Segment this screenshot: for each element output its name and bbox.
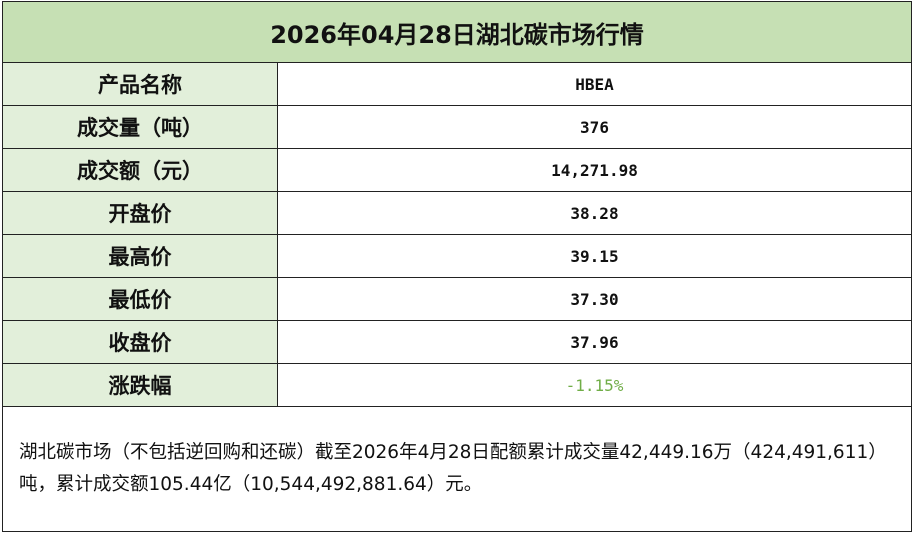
- table-row: 最高价 39.15: [2, 234, 912, 278]
- table-row: 产品名称 HBEA: [2, 62, 912, 106]
- table-title: 2026年04月28日湖北碳市场行情: [2, 1, 912, 63]
- row-label: 成交量（吨）: [2, 105, 278, 149]
- table-row: 收盘价 37.96: [2, 320, 912, 364]
- table-row: 最低价 37.30: [2, 277, 912, 321]
- row-value: 14,271.98: [277, 148, 912, 192]
- summary-note: 湖北碳市场（不包括逆回购和还碳）截至2026年4月28日配额累计成交量42,44…: [2, 406, 912, 532]
- table-row: 涨跌幅 -1.15%: [2, 363, 912, 407]
- table-row: 成交量（吨） 376: [2, 105, 912, 149]
- change-value: -1.15%: [277, 363, 912, 407]
- row-value: HBEA: [277, 62, 912, 106]
- row-value: 37.96: [277, 320, 912, 364]
- row-value: 39.15: [277, 234, 912, 278]
- table-row: 成交额（元） 14,271.98: [2, 148, 912, 192]
- row-label: 最高价: [2, 234, 278, 278]
- row-label: 最低价: [2, 277, 278, 321]
- market-table: 2026年04月28日湖北碳市场行情 产品名称 HBEA 成交量（吨） 376 成交…: [2, 1, 912, 532]
- row-label: 涨跌幅: [2, 363, 278, 407]
- table-row: 开盘价 38.28: [2, 191, 912, 235]
- row-label: 产品名称: [2, 62, 278, 106]
- row-label: 收盘价: [2, 320, 278, 364]
- row-value: 37.30: [277, 277, 912, 321]
- row-label: 成交额（元）: [2, 148, 278, 192]
- row-label: 开盘价: [2, 191, 278, 235]
- row-value: 38.28: [277, 191, 912, 235]
- row-value: 376: [277, 105, 912, 149]
